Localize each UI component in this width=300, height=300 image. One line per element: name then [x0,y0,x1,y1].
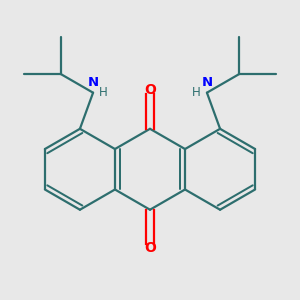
Text: H: H [99,86,108,99]
Text: N: N [201,76,212,89]
Text: N: N [88,76,99,89]
Text: O: O [144,242,156,255]
Text: H: H [192,86,201,99]
Text: O: O [144,83,156,97]
